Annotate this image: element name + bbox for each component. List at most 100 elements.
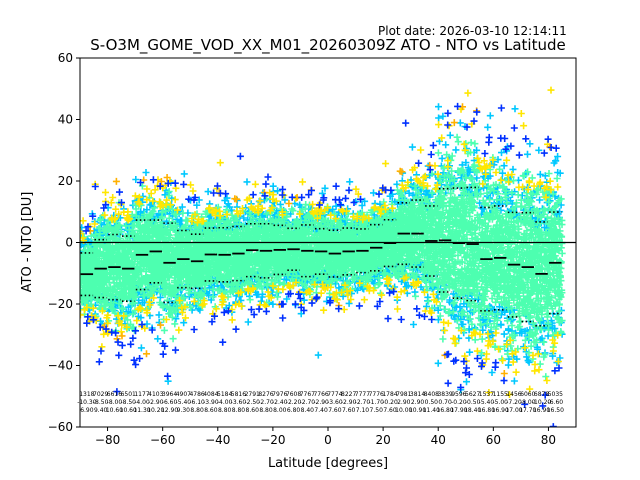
bin-label: 7766 [313, 391, 328, 398]
bin-label: 7.10 [356, 407, 370, 414]
x-tick-label: −80 [95, 433, 120, 447]
y-tick-label: 60 [58, 51, 73, 65]
bin-label: 7.40 [314, 407, 328, 414]
bin-label: 3964 [162, 391, 177, 398]
bin-label: 9596 [451, 391, 466, 398]
bin-label: 6.90 [80, 407, 94, 414]
plot-date: Plot date: 2026-03-10 12:14:11 [378, 24, 567, 38]
y-tick-label: 20 [58, 174, 73, 188]
bin-label: 6878 [534, 391, 549, 398]
bin-label: 8276 [258, 391, 273, 398]
bin-label: 16.80 [437, 407, 454, 414]
x-tick-label: 40 [431, 433, 446, 447]
bin-label: -10.20 [532, 399, 552, 406]
bin-label: 7774 [327, 391, 342, 398]
bin-label: 4907 [176, 391, 191, 398]
bin-label: 8408 [424, 391, 439, 398]
bin-label: 17.90 [450, 407, 467, 414]
y-tick-label: 40 [58, 113, 73, 127]
bin-label: 8.80 [218, 407, 232, 414]
bin-label: 4786 [189, 391, 204, 398]
bin-label: -2.50 [244, 399, 260, 406]
bin-label: 18.40 [464, 407, 481, 414]
bin-label: 9.30 [177, 407, 191, 414]
bin-label: -4.00 [134, 399, 150, 406]
bin-label: 8227 [341, 391, 356, 398]
bin-label: -10.30 [77, 399, 97, 406]
bin-label: 11.40 [423, 407, 440, 414]
bin-label: 0.70 [438, 399, 452, 406]
bin-label: 3814 [410, 391, 425, 398]
bin-label: -6.10 [189, 399, 205, 406]
bin-label: -0.50 [465, 399, 481, 406]
bin-label: 8.80 [232, 407, 246, 414]
bin-label: 1784 [382, 391, 397, 398]
bin-label: -2.90 [148, 399, 164, 406]
bin-statistics [80, 186, 562, 327]
bin-label: -8.00 [520, 399, 536, 406]
x-tick-label: −20 [260, 433, 285, 447]
bin-label: 16.90 [533, 407, 550, 414]
bin-label: 8.80 [190, 407, 204, 414]
bin-label: 7.60 [383, 407, 397, 414]
bin-label: -6.60 [162, 399, 178, 406]
bin-label: -1.70 [368, 399, 384, 406]
bin-label: 5816 [231, 391, 246, 398]
bin-count-labels: 1318-10.306.907029-8.509.406616-8.0010.6… [77, 391, 564, 414]
bin-label: 8.40 [301, 407, 315, 414]
y-axis-ticks: −60 −40 −20 0 20 40 60 [48, 51, 80, 434]
scatter-outliers [82, 102, 563, 427]
x-tick-label: 0 [324, 433, 332, 447]
bin-label: 16.90 [492, 407, 509, 414]
bin-label: 6616 [107, 391, 122, 398]
bin-label: 8.00 [273, 407, 287, 414]
y-tick-label: 0 [65, 236, 73, 250]
bin-label: 4103 [148, 391, 163, 398]
bin-label: -2.90 [313, 399, 329, 406]
bin-label: 7.60 [342, 407, 356, 414]
bin-label: 16.80 [478, 407, 495, 414]
bin-label: 6.80 [287, 407, 301, 414]
bin-label: -5.40 [479, 399, 495, 406]
bin-label: -8.00 [107, 399, 123, 406]
x-axis-label: Latitude [degrees] [268, 456, 388, 471]
bin-label: 1155 [493, 391, 508, 398]
bin-label: 5184 [217, 391, 232, 398]
bin-label: 16.50 [547, 407, 564, 414]
bin-label: 7.50 [370, 407, 384, 414]
bin-label: -8.50 [93, 399, 109, 406]
bin-label: -8.50 [120, 399, 136, 406]
chart-title: S-O3M_GOME_VOD_XX_M01_20260309Z ATO - NT… [90, 36, 566, 55]
bin-label: 8.60 [246, 407, 260, 414]
x-axis-ticks: −80 −60 −40 −20 0 20 40 60 80 [95, 427, 556, 447]
x-tick-label: −60 [150, 433, 175, 447]
bin-label: 6060 [520, 391, 535, 398]
bin-label: 11.30 [133, 407, 150, 414]
bin-label: -5.40 [176, 399, 192, 406]
bin-label: 5627 [465, 391, 480, 398]
y-axis-label: ATO - NTO [DU] [20, 192, 35, 293]
bin-label: 8.80 [259, 407, 273, 414]
bin-label: 1456 [506, 391, 521, 398]
x-tick-label: 60 [486, 433, 501, 447]
bin-label: 2.90 [397, 399, 411, 406]
bin-label: -2.70 [258, 399, 274, 406]
bin-label: -0.20 [451, 399, 467, 406]
bin-label: -6.60 [548, 399, 564, 406]
bin-label: 2.90 [411, 399, 425, 406]
y-tick-label: −20 [48, 297, 73, 311]
bin-label: 7777 [355, 391, 370, 398]
bin-label: 7029 [93, 391, 108, 398]
bin-label: 1318 [79, 391, 94, 398]
bin-label: -5.00 [492, 399, 508, 406]
y-tick-label: −60 [48, 420, 73, 434]
bin-label: 7776 [369, 391, 384, 398]
bin-label: 3839 [437, 391, 452, 398]
bin-label: 1537 [479, 391, 494, 398]
bin-label: 10.60 [120, 407, 137, 414]
scatter-cloud [80, 86, 566, 427]
bin-label: -2.20 [286, 399, 302, 406]
bin-label: 17.70 [519, 407, 536, 414]
bin-label: 4084 [203, 391, 218, 398]
